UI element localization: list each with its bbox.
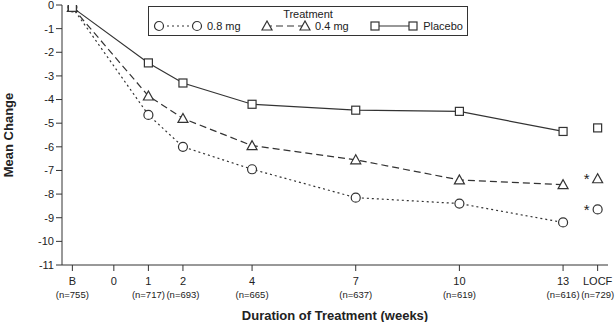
svg-text:-3: -3 [44, 70, 54, 82]
svg-text:-10: -10 [38, 235, 54, 247]
svg-text:0: 0 [111, 275, 117, 287]
html-text:0.4 mg: 0.4 mg [315, 20, 349, 32]
svg-text:-6: -6 [44, 141, 54, 153]
svg-text:LOCF: LOCF [583, 275, 608, 287]
svg-text:0: 0 [48, 0, 54, 11]
svg-text:(n=693): (n=693) [166, 289, 199, 300]
html-text:Treatment: Treatment [283, 8, 333, 20]
svg-text:-7: -7 [44, 164, 54, 176]
html-text:0.8 mg: 0.8 mg [207, 20, 241, 32]
svg-text:1: 1 [145, 275, 151, 287]
svg-text:Duration of Treatment (weeks): Duration of Treatment (weeks) [242, 308, 428, 322]
svg-text:-11: -11 [39, 259, 54, 271]
svg-text:-4: -4 [44, 93, 54, 105]
svg-text:(n=665): (n=665) [236, 289, 269, 300]
svg-text:(n=729): (n=729) [581, 289, 608, 300]
svg-text:-1: -1 [44, 23, 54, 35]
svg-text:(n=619): (n=619) [443, 289, 476, 300]
svg-text:-9: -9 [44, 212, 54, 224]
svg-text:(n=616): (n=616) [547, 289, 580, 300]
svg-text:(n=637): (n=637) [339, 289, 372, 300]
svg-text:7: 7 [353, 275, 359, 287]
svg-text:Mean Change: Mean Change [8, 93, 16, 178]
svg-text:-2: -2 [44, 46, 54, 58]
svg-text:10: 10 [453, 275, 465, 287]
svg-text:(n=755): (n=755) [56, 289, 89, 300]
svg-text:13: 13 [557, 275, 569, 287]
html-text:Placebo: Placebo [423, 20, 463, 32]
svg-text:(n=717): (n=717) [132, 289, 165, 300]
svg-text:4: 4 [249, 275, 255, 287]
svg-text:*: * [584, 201, 590, 218]
svg-text:2: 2 [180, 275, 186, 287]
svg-text:*: * [584, 170, 590, 187]
svg-text:-5: -5 [44, 117, 54, 129]
svg-text:-8: -8 [44, 188, 54, 200]
svg-text:B: B [69, 275, 76, 287]
